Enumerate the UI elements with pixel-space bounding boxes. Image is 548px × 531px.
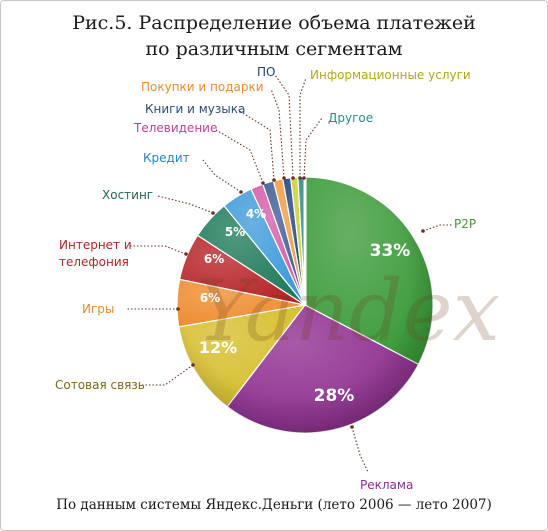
pct-label-mobile: 12%	[199, 338, 237, 357]
category-label-credit: Кредит	[143, 151, 190, 165]
category-label-internet-line-2: телефония	[59, 255, 129, 269]
chart-title-line-2: по различным сегментам	[145, 38, 403, 60]
category-label-p2p: P2P	[454, 217, 476, 231]
leader-line-other	[303, 117, 323, 179]
leader-dot-gifts	[282, 176, 286, 180]
yandex-watermark: Yandex	[196, 262, 500, 360]
pct-label-ads: 28%	[314, 386, 355, 406]
leader-line-internet	[130, 245, 187, 255]
leader-line-credit	[202, 159, 242, 193]
leader-line-hosting	[157, 195, 214, 214]
chart-title-line-1: Рис.5. Распределение объема платежей	[72, 12, 476, 34]
leader-dot-credit	[239, 190, 243, 194]
leader-line-tv	[215, 129, 264, 184]
category-label-tv: Телевидение	[133, 121, 217, 135]
category-label-info: Информационные услуги	[310, 68, 471, 82]
pct-label-credit: 4%	[246, 207, 266, 221]
leader-dot-p2p	[421, 229, 425, 233]
leader-dot-books	[272, 178, 276, 182]
leader-dot-info	[298, 176, 302, 180]
leader-line-mobile	[140, 364, 194, 386]
pct-label-games: 6%	[200, 291, 220, 305]
chart-footer-source: По данным системы Яндекс.Деньги (лето 20…	[56, 497, 492, 513]
category-label-mobile: Сотовая связь	[55, 378, 145, 392]
pct-label-internet: 6%	[204, 252, 224, 266]
leader-line-books	[237, 109, 275, 181]
leader-line-info	[299, 77, 307, 178]
leader-dot-internet	[184, 252, 188, 256]
leader-line-software	[274, 74, 294, 179]
category-label-other: Другое	[328, 111, 373, 125]
leader-dot-mobile	[191, 363, 195, 367]
leader-dot-games	[176, 307, 180, 311]
category-label-software: ПО	[257, 65, 275, 79]
leader-line-p2p	[422, 224, 452, 232]
category-label-games: Игры	[82, 302, 114, 316]
category-label-ads: Реклама	[360, 478, 413, 492]
pct-label-hosting: 5%	[225, 225, 245, 239]
category-label-hosting: Хостинг	[102, 188, 153, 202]
leader-dot-ads	[350, 425, 354, 429]
category-label-internet-line-1: Интернет и	[59, 238, 132, 252]
leader-line-ads	[351, 426, 369, 473]
leader-dot-other	[302, 176, 306, 180]
leader-dot-hosting	[211, 211, 215, 215]
pie-shading	[177, 177, 433, 433]
leader-dot-tv	[261, 181, 265, 185]
pct-label-p2p: 33%	[370, 241, 411, 261]
leader-dot-software	[291, 176, 295, 180]
category-label-books: Книги и музыка	[145, 102, 245, 116]
category-label-gifts: Покупки и подарки	[141, 80, 264, 94]
